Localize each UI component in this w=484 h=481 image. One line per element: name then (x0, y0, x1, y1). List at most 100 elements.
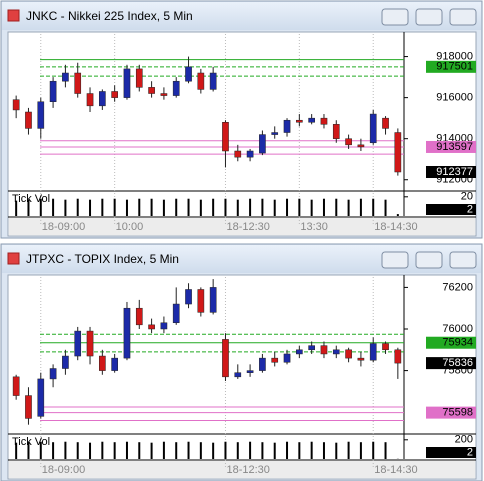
candle-body (49, 80, 57, 102)
candle-body (12, 99, 20, 111)
candle-body (172, 303, 180, 324)
candle-body (382, 117, 389, 129)
candle-body (271, 357, 279, 363)
candle-body (135, 307, 143, 326)
volume-label: Tick Vol (12, 436, 50, 448)
volume-tick-label: 200 (455, 434, 473, 446)
candle-body (99, 355, 106, 371)
candle-body (259, 357, 266, 371)
volume-label: Tick Vol (12, 193, 50, 205)
candle-body (320, 345, 328, 355)
time-label: 10:00 (116, 221, 144, 233)
level-tag (426, 406, 476, 419)
candle-body (222, 339, 229, 378)
level-tag (426, 336, 476, 349)
candle-body (197, 72, 205, 90)
time-label: 18-14:30 (374, 464, 417, 476)
candle-body (308, 345, 315, 351)
candle-body (209, 287, 217, 313)
minimize-button[interactable] (381, 8, 409, 26)
candle-body (172, 80, 180, 96)
candle-body (246, 150, 254, 158)
level-tag (426, 60, 476, 73)
last-price-label: 912377 (436, 166, 473, 178)
candle-body (25, 395, 32, 419)
y-tick-label: 918000 (436, 50, 473, 62)
window-icon (7, 9, 20, 22)
candle-body (259, 134, 266, 154)
level-tag-label: 913597 (436, 141, 473, 153)
volume-tag-label: 2 (467, 446, 473, 458)
candle-body (123, 68, 131, 98)
candle-body (320, 117, 328, 125)
candle-body (185, 66, 192, 82)
window-title: JTPXC - TOPIX Index, 5 Min (26, 252, 179, 266)
volume-tag (426, 447, 476, 458)
candle-body (296, 119, 303, 123)
level-tag-label: 75598 (442, 407, 473, 419)
candle-body (148, 87, 155, 94)
y-tick-label: 916000 (436, 92, 473, 104)
window-icon (7, 252, 20, 265)
candle-body (49, 368, 57, 380)
y-tick-label: 76000 (442, 323, 473, 335)
candle-body (185, 289, 192, 305)
time-label: 18-09:00 (42, 464, 85, 476)
candle-body (234, 150, 242, 158)
candle-body (369, 113, 377, 144)
time-label: 13:30 (300, 221, 328, 233)
candle-body (332, 349, 340, 355)
time-label: 18-09:00 (42, 221, 85, 233)
volume-tag (426, 204, 476, 215)
level-tag-label: 75934 (442, 337, 473, 349)
restore-button[interactable] (415, 251, 443, 269)
candle-body (86, 93, 94, 107)
candle-body (62, 72, 69, 82)
candle-body (394, 349, 402, 364)
restore-button[interactable] (415, 8, 443, 26)
candle-body (308, 117, 315, 123)
candle-body (246, 370, 254, 373)
time-label: 18-12:30 (226, 221, 269, 233)
candle-body (123, 307, 131, 359)
candle-body (369, 343, 377, 361)
candle-body (62, 355, 69, 369)
time-label: 18-14:30 (374, 221, 417, 233)
candle-body (135, 68, 143, 88)
minimize-button[interactable] (381, 251, 409, 269)
candle-body (86, 330, 94, 357)
level-tag-label: 917501 (436, 61, 473, 73)
candle-body (111, 91, 118, 98)
close-button[interactable] (449, 8, 477, 26)
candle-body (12, 376, 20, 396)
candle-body (99, 91, 106, 107)
candle-body (283, 119, 291, 133)
window-title: JNKC - Nikkei 225 Index, 5 Min (26, 9, 193, 23)
last-price-tag (426, 165, 476, 178)
candle-body (74, 72, 82, 94)
candle-body (197, 289, 205, 313)
candle-body (209, 72, 217, 90)
candle-body (357, 357, 365, 361)
candle-body (394, 132, 402, 173)
candle-body (345, 349, 352, 359)
candle-body (37, 378, 45, 417)
candle-body (160, 93, 168, 96)
last-price-label: 75836 (442, 357, 473, 369)
candle-body (345, 138, 352, 146)
candle-body (37, 101, 45, 129)
candle-body (160, 322, 168, 330)
volume-tick-label: 20 (461, 191, 473, 203)
close-button[interactable] (449, 251, 477, 269)
candle-body (74, 330, 82, 357)
candle-body (382, 343, 389, 351)
candle-body (25, 111, 32, 129)
candle-body (234, 372, 242, 378)
time-label: 18-12:30 (226, 464, 269, 476)
candle-body (357, 144, 365, 148)
last-price-tag (426, 357, 476, 370)
candle-body (271, 132, 279, 135)
candle-body (296, 349, 303, 355)
